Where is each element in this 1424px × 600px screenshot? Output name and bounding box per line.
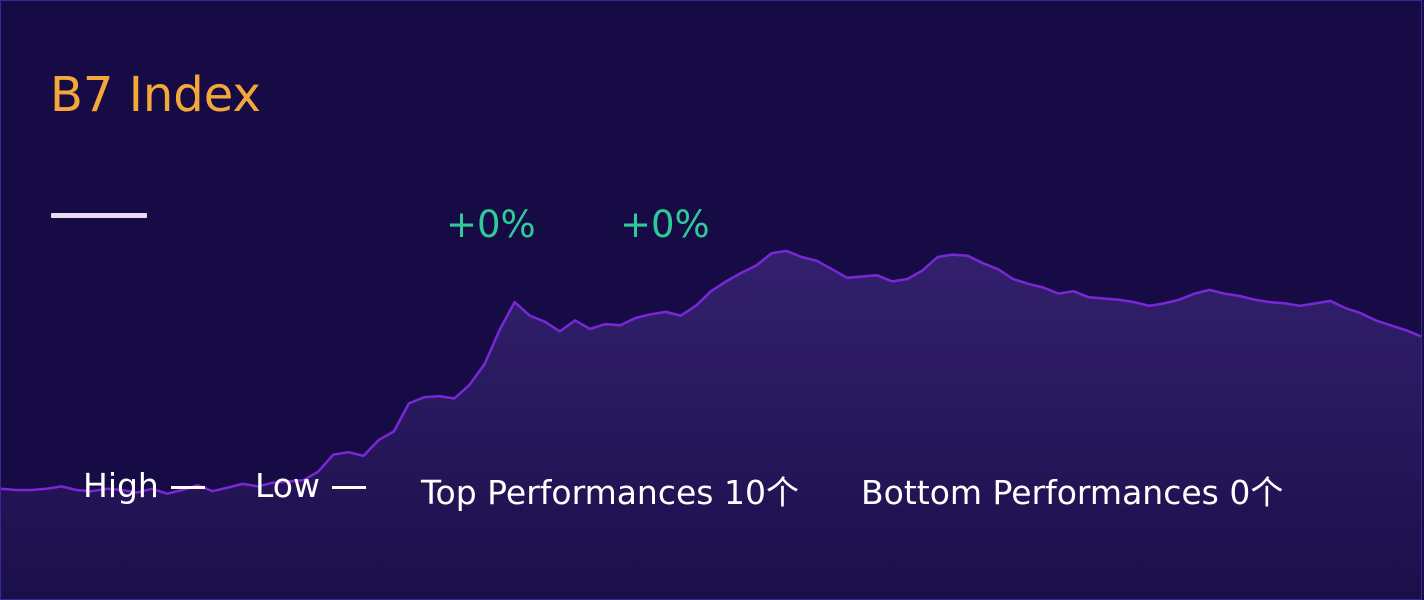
legend-low-label: Low	[255, 466, 320, 505]
index-title: B7 Index	[50, 67, 261, 123]
legend-bottom-performances: Bottom Performances 0个	[861, 473, 1284, 512]
chart-series-line	[1, 249, 1421, 495]
chart-area-fill	[1, 250, 1421, 599]
change-label-2: +0%	[620, 203, 710, 246]
legend-low-line	[332, 486, 366, 489]
legend-high-line	[170, 486, 205, 489]
title-underline	[51, 213, 147, 218]
change-label-1: +0%	[446, 203, 536, 246]
legend-high: High	[83, 466, 205, 505]
legend-low: Low	[255, 466, 366, 505]
legend-top-performances: Top Performances 10个	[421, 473, 799, 512]
legend-high-label: High	[83, 466, 159, 505]
